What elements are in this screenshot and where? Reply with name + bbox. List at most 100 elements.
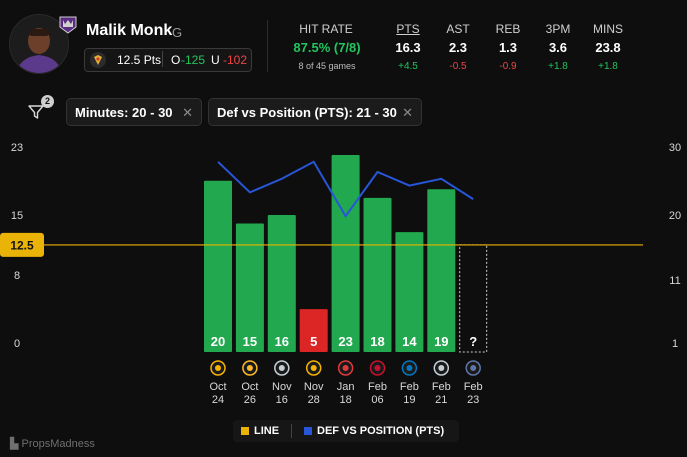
x-date-day: 28 [308,394,320,406]
kings-logo-icon [58,15,78,35]
close-icon[interactable]: ✕ [182,105,193,120]
x-date-month: Nov [304,381,324,393]
hit-rate-label: HIT RATE [299,22,353,36]
prop-line-box[interactable] [84,48,252,72]
propsmadness-watermark: ▙ PropsMadness [10,437,95,450]
filter-icon[interactable] [28,104,44,120]
over-label: O [171,53,181,67]
left-axis-tick: 0 [14,338,20,350]
bar-value-label: 18 [370,334,384,349]
jazz-logo-icon [305,360,322,376]
legend-def-swatch [304,427,312,435]
prop-line: 12.5 [0,232,643,257]
stat-pts-label[interactable]: PTS [396,22,420,36]
magic-logo-icon [401,360,418,376]
stat-pts-value: 16.3 [395,40,421,55]
player-position: G [172,25,183,40]
x-date-day: 21 [435,394,447,406]
stat-mins-value: 23.8 [595,40,621,55]
x-date-month: Nov [272,381,292,393]
filter-chip-minutes[interactable]: Minutes: 20 - 30 ✕ [66,98,202,126]
over-odds: -125 [181,53,206,67]
x-date-day: 26 [244,394,256,406]
prop-line-value: 12.5 Pts [117,53,162,67]
right-axis-tick: 20 [669,210,681,222]
jazz-logo-icon [210,360,226,376]
stat-3pm-label[interactable]: 3PM [545,22,571,36]
def-vs-position-line [217,160,474,218]
bar-value-label: 14 [402,334,417,349]
right-axis-tick: 11 [669,275,680,287]
chart-legend [233,420,459,442]
legend-line-swatch [241,427,249,435]
x-date-day: 18 [339,394,351,406]
legend-line-label[interactable]: LINE [254,425,280,437]
clippers-logo-icon [369,360,386,376]
bar [395,232,424,352]
right-axis-tick: 30 [669,142,681,154]
filter-chip-def-vs-position[interactable]: Def vs Position (PTS): 21 - 30 ✕ [208,98,422,126]
bar-value-label: 16 [275,334,289,349]
blazers-logo-icon [337,360,354,376]
hit-rate-value: 87.5% (7/8) [293,40,361,55]
stat-ast-label[interactable]: AST [446,22,470,36]
left-axis-tick: 15 [11,210,23,222]
x-date-day: 06 [371,394,383,406]
stat-ast-value: 2.3 [448,40,468,55]
left-axis-tick: 23 [11,142,23,154]
x-axis: Oct24Oct26Nov16Nov28Jan18Feb06Feb19Feb21… [209,360,483,406]
sportsbook-icon [90,52,106,68]
close-icon[interactable]: ✕ [402,105,413,120]
def-vs-position-polyline [217,160,474,218]
x-date-month: Feb [432,381,451,393]
x-date-month: Feb [400,381,419,393]
x-date-month: Oct [241,381,258,393]
x-date-month: Feb [464,381,483,393]
bar [235,223,264,352]
header-divider [267,20,268,72]
bar-value-label: 5 [310,334,317,349]
x-date-day: 24 [212,394,224,406]
right-axis-tick: 1 [672,338,678,350]
bar-value-label: 15 [243,334,257,349]
bar-value-label: ? [469,334,477,349]
bar-labels: 20 15 16 5 23 18 14 19? [211,334,477,349]
legend-def-label[interactable]: DEF VS POSITION (PTS) [317,425,445,437]
stat-3pm-diff: +1.8 [548,61,568,72]
stat-mins-label[interactable]: MINS [593,22,623,36]
stat-reb-label[interactable]: REB [495,22,521,36]
stat-ast-diff: -0.5 [449,61,467,72]
prop-line-tag [0,232,44,257]
spurs-logo-icon [433,360,450,376]
spurs-logo-icon [274,360,290,376]
left-axis-tick: 8 [14,270,20,282]
x-date-day: 16 [276,394,288,406]
bar [267,214,296,352]
stat-reb-value: 1.3 [498,40,518,55]
lakers-logo-icon [242,360,258,376]
stat-reb-diff: -0.9 [499,61,517,72]
under-label: U [211,53,220,67]
stat-pts-diff: +4.5 [398,61,418,72]
bar-value-label: 23 [338,334,352,349]
bars [204,155,488,353]
filter-count-badge: 2 [41,95,54,108]
left-axis: 23 15 8 0 [11,142,23,350]
bar-value-label: 19 [434,334,448,349]
x-date-day: 23 [467,394,479,406]
grizzlies-logo-icon [465,360,481,376]
filter-chip-minutes-label: Minutes: 20 - 30 [75,105,173,120]
hit-rate-sub: 8 of 45 games [298,61,356,71]
player-avatar [9,14,69,74]
watermark-text: PropsMadness [21,438,95,450]
x-date-month: Jan [337,381,355,393]
bar-value-label: 20 [211,334,225,349]
player-name: Malik Monk [86,22,173,39]
under-odds: -102 [223,53,248,67]
bar [204,180,232,352]
bar [331,155,360,352]
watermark-logo-icon: ▙ [10,438,22,450]
legend-divider [291,424,292,438]
